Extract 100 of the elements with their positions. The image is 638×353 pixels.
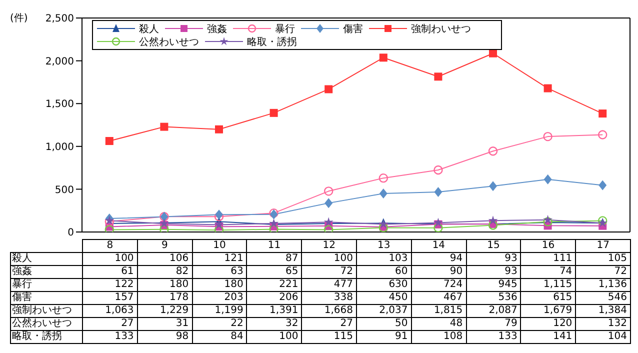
- data-label: 467: [411, 292, 466, 304]
- legend-label: 傷害: [343, 22, 363, 36]
- data-label: 180: [192, 278, 247, 292]
- point: [488, 146, 498, 156]
- data-label: 79: [466, 318, 521, 330]
- data-label: 100: [82, 252, 138, 266]
- data-label: 2,037: [356, 304, 412, 318]
- data-label: 141: [520, 330, 576, 344]
- data-label: 27: [82, 318, 138, 330]
- data-label: 93: [466, 266, 521, 278]
- data-label: 133: [82, 330, 138, 344]
- x-tick-label: 10: [192, 240, 247, 252]
- point: [488, 216, 498, 225]
- data-label: 90: [411, 266, 466, 278]
- data-label: 82: [137, 266, 192, 278]
- point: [324, 198, 333, 208]
- point: [160, 224, 169, 232]
- data-label: 615: [520, 292, 576, 304]
- data-label: 100: [302, 252, 356, 266]
- data-label: 1,063: [82, 304, 138, 318]
- text: 殺人: [12, 253, 32, 264]
- data-label: 203: [192, 292, 247, 304]
- data-label: 50: [356, 318, 412, 330]
- data-label: 74: [520, 266, 576, 278]
- data-label: 178: [137, 292, 192, 304]
- data-label: 61: [82, 266, 138, 278]
- point: [598, 180, 607, 190]
- point: [379, 188, 388, 198]
- data-label: 72: [302, 266, 356, 278]
- data-label: 84: [192, 330, 247, 344]
- x-tick-label: 9: [137, 240, 192, 252]
- point: [214, 220, 224, 229]
- data-label: 1,391: [246, 304, 302, 318]
- point: [434, 223, 443, 232]
- x-tick-label: 17: [576, 240, 630, 252]
- point: [489, 49, 497, 58]
- text: 公然わいせつ: [12, 318, 72, 329]
- data-label: 630: [356, 278, 412, 292]
- point: [324, 225, 334, 232]
- data-label: 2,087: [466, 304, 521, 318]
- data-label: 1,229: [137, 304, 192, 318]
- point: [160, 122, 168, 131]
- data-label: 91: [356, 330, 412, 344]
- point: [324, 186, 334, 196]
- text: 傷害: [12, 292, 32, 303]
- data-label: 22: [192, 318, 247, 330]
- data-label: 206: [246, 292, 302, 304]
- data-label: 72: [576, 266, 630, 278]
- data-label: 1,679: [520, 304, 576, 318]
- data-label: 100: [246, 330, 302, 344]
- data-label: 132: [576, 318, 630, 330]
- point: [489, 181, 497, 192]
- data-label: 221: [246, 278, 302, 292]
- y-axis-title: (件): [10, 12, 28, 25]
- x-tick-label: 15: [466, 240, 521, 252]
- data-label: 546: [576, 292, 630, 304]
- data-label: 122: [82, 278, 138, 292]
- data-label: 157: [82, 292, 138, 304]
- point: [379, 54, 388, 62]
- text: 強制わいせつ: [12, 305, 72, 316]
- data-label: 111: [520, 252, 576, 266]
- data-label: 60: [356, 266, 412, 278]
- data-label: 133: [466, 330, 521, 344]
- data-label: 724: [411, 278, 466, 292]
- data-label: 104: [576, 330, 630, 344]
- legend-label: 暴行: [275, 22, 295, 36]
- data-label: 94: [411, 252, 466, 266]
- data-label: 106: [137, 252, 192, 266]
- data-label: 115: [302, 330, 356, 344]
- x-tick-label: 14: [411, 240, 466, 252]
- point: [434, 187, 442, 198]
- data-label: 120: [520, 318, 576, 330]
- point: [270, 108, 278, 117]
- text: 暴行: [12, 279, 32, 290]
- data-label: 450: [356, 292, 412, 304]
- text: 略取・誘拐: [12, 331, 62, 342]
- data-label: 1,815: [411, 304, 466, 318]
- data-label: 103: [356, 252, 412, 266]
- x-tick-label: 12: [302, 240, 356, 252]
- data-label: 31: [137, 318, 192, 330]
- legend-label: 強制わいせつ: [411, 22, 471, 36]
- data-label: 121: [192, 252, 247, 266]
- point: [544, 174, 552, 184]
- point: [543, 214, 553, 224]
- data-label: 477: [302, 278, 356, 292]
- data-label: 87: [246, 252, 302, 266]
- y-tick-label: 0: [68, 228, 74, 239]
- legend-label: 略取・誘拐: [247, 36, 297, 48]
- data-label: 1,136: [576, 278, 630, 292]
- data-label: 536: [466, 292, 521, 304]
- data-label: 93: [466, 252, 521, 266]
- x-tick-label: 13: [356, 240, 412, 252]
- point: [269, 224, 278, 232]
- point: [215, 210, 223, 220]
- data-label: 48: [411, 318, 466, 330]
- data-label: 65: [246, 266, 302, 278]
- data-label: 63: [192, 266, 247, 278]
- data-label: 945: [466, 278, 521, 292]
- data-label: 1,668: [302, 304, 356, 318]
- legend-label: 公然わいせつ: [139, 36, 199, 48]
